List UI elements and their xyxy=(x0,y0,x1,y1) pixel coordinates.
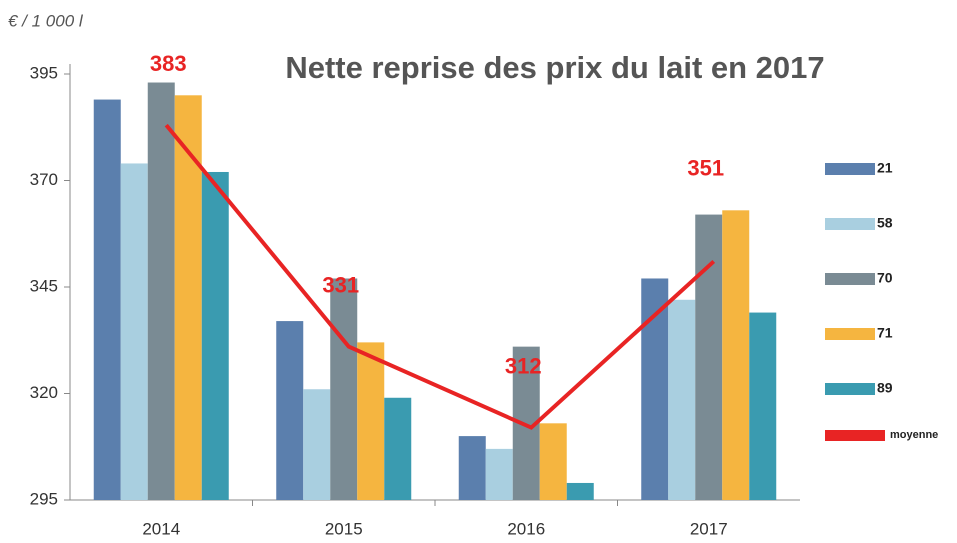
bar xyxy=(485,448,513,500)
legend-label: 70 xyxy=(877,270,893,286)
legend-label: 21 xyxy=(877,160,893,176)
legend-swatch xyxy=(825,430,885,441)
legend-label: 71 xyxy=(877,325,893,341)
bar xyxy=(668,299,696,500)
y-tick-label: 295 xyxy=(30,489,58,508)
data-label: 351 xyxy=(687,155,724,180)
bar xyxy=(566,482,594,500)
legend-swatch xyxy=(825,163,875,175)
y-tick-label: 395 xyxy=(30,63,58,82)
bar xyxy=(357,342,385,500)
bar xyxy=(147,82,175,501)
x-tick-label: 2015 xyxy=(325,519,363,538)
legend-label: 58 xyxy=(877,215,893,231)
bar xyxy=(330,278,358,500)
bar xyxy=(276,321,304,500)
legend-label: 89 xyxy=(877,380,893,396)
bar xyxy=(93,99,121,500)
data-label: 331 xyxy=(322,272,359,297)
x-tick-label: 2016 xyxy=(507,519,545,538)
legend-swatch xyxy=(825,383,875,395)
bar xyxy=(458,436,486,500)
line xyxy=(164,123,716,430)
chart-title: Nette reprise des prix du lait en 2017 xyxy=(285,50,824,85)
legend-label: moyenne xyxy=(890,429,938,441)
x-tick-label: 2017 xyxy=(690,519,728,538)
bar xyxy=(303,389,331,500)
y-tick-label: 320 xyxy=(30,383,58,402)
legend-swatch xyxy=(825,328,875,340)
y-tick-label: 370 xyxy=(30,170,58,189)
bar xyxy=(201,171,229,501)
y-axis-label: € / 1 000 l xyxy=(8,11,84,30)
y-tick-label: 345 xyxy=(30,276,58,295)
bar xyxy=(384,397,412,500)
bar xyxy=(749,312,777,500)
bar xyxy=(120,163,148,500)
bar xyxy=(695,214,723,500)
data-label: 312 xyxy=(505,353,542,378)
bar xyxy=(722,210,750,500)
bar xyxy=(539,423,567,500)
legend-swatch xyxy=(825,218,875,230)
legend-swatch xyxy=(825,273,875,285)
x-tick-label: 2014 xyxy=(142,519,180,538)
data-label: 383 xyxy=(150,51,187,76)
bar xyxy=(174,95,202,501)
bar xyxy=(641,278,669,500)
